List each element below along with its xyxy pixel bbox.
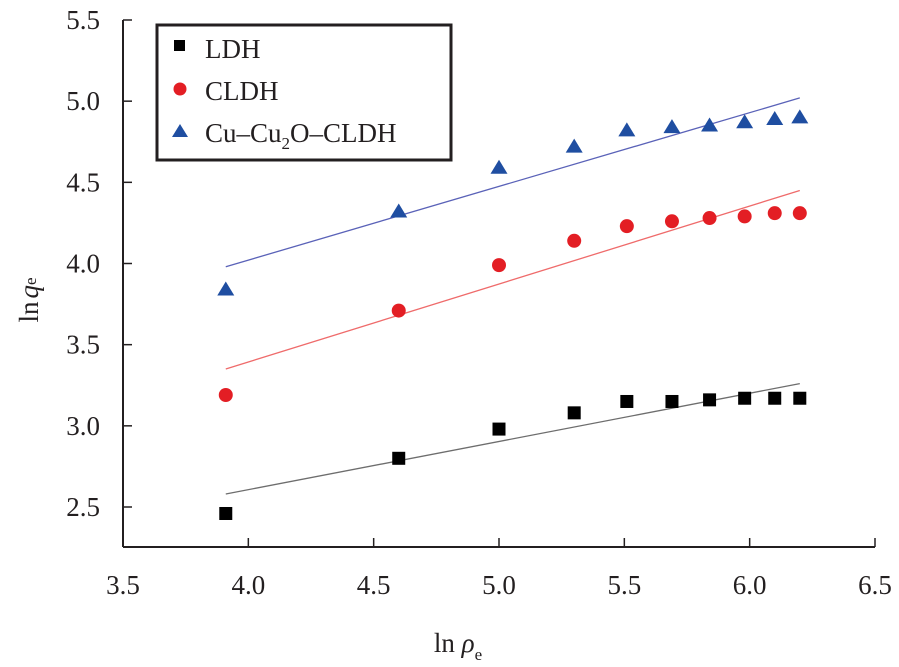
data-point-ldh [492,422,506,436]
data-point-cu-cu2o-cldh [618,122,636,137]
y-tick-label: 4.0 [66,249,100,279]
data-point-ldh [665,394,679,408]
x-tick-label: 3.5 [106,570,140,600]
data-point-cu-cu2o-cldh [736,114,754,129]
data-point-cu-cu2o-cldh [565,138,583,153]
data-point-cldh [702,211,717,226]
data-point-cu-cu2o-cldh [701,117,719,132]
x-tick-label: 4.0 [231,570,265,600]
x-axis-title-var: ρ [461,628,475,658]
y-axis-title-main: ln [14,301,44,323]
y-tick-label: 3.5 [66,330,100,360]
data-point-cu-cu2o-cldh [766,111,784,126]
data-point-cldh [391,303,406,318]
x-tick-label: 4.5 [357,570,391,600]
legend-label-part1: Cu–Cu [205,118,282,148]
x-axis-title-main: ln [434,628,462,658]
data-point-cu-cu2o-cldh [791,109,809,124]
data-point-ldh [219,506,233,520]
legend-label-cldh: CLDH [205,76,279,106]
legend-label-cu-cu2o-cldh: Cu–Cu2O–CLDH [205,118,397,153]
y-tick-label: 2.5 [66,492,100,522]
data-point-cldh [619,219,634,234]
x-tick-label: 5.0 [482,570,516,600]
legend-marker-cldh [173,82,187,96]
y-tick-label: 3.0 [66,411,100,441]
y-tick-label: 4.5 [66,167,100,197]
data-point-ldh [703,393,717,407]
data-point-ldh [620,394,634,408]
legend-label-part2: O–CLDH [290,118,397,148]
legend-label-ldh: LDH [205,34,261,64]
legend-marker-ldh [174,40,185,51]
data-point-cldh [664,214,679,229]
data-point-cu-cu2o-cldh [663,119,681,134]
legend: LDH CLDH Cu–Cu2O–CLDH [155,23,453,162]
legend-marker-cu-cu2o-cldh [172,124,188,137]
fit-line-cu-cu2o-cldh [225,97,800,268]
data-point-cu-cu2o-cldh [490,159,508,174]
data-point-cldh [767,206,782,221]
data-point-ldh [768,391,782,405]
x-tick-label: 6.5 [858,570,892,600]
x-tick-label: 6.0 [733,570,767,600]
legend-label-subscript: 2 [282,134,291,153]
data-point-cldh [492,258,506,273]
data-point-ldh [738,391,752,405]
axes: 3.5 4.0 4.5 5.0 5.5 6.0 6.5 2.5 3.0 3.5 4.0 4.5 5.0 5… [66,5,892,600]
data-point-ldh [567,406,581,420]
x-tick-label: 5.5 [607,570,641,600]
x-axis-title: ln ρe [434,628,482,664]
markers [217,109,809,520]
legend-box [155,23,453,162]
data-point-cldh [218,387,233,402]
y-axis-title-sub: e [21,277,40,285]
y-tick-label: 5.5 [66,5,100,35]
data-point-ldh [392,451,406,465]
data-point-ldh [793,391,807,405]
y-axis-title: ln qe [14,277,44,322]
x-axis-title-sub: e [475,645,483,664]
data-point-cu-cu2o-cldh [390,203,408,218]
data-point-cldh [792,206,807,221]
y-tick-label: 5.0 [66,86,100,116]
data-point-cldh [737,209,752,224]
data-point-cu-cu2o-cldh [217,281,235,296]
data-point-cldh [567,233,582,248]
y-axis-title-var: q [14,285,44,299]
